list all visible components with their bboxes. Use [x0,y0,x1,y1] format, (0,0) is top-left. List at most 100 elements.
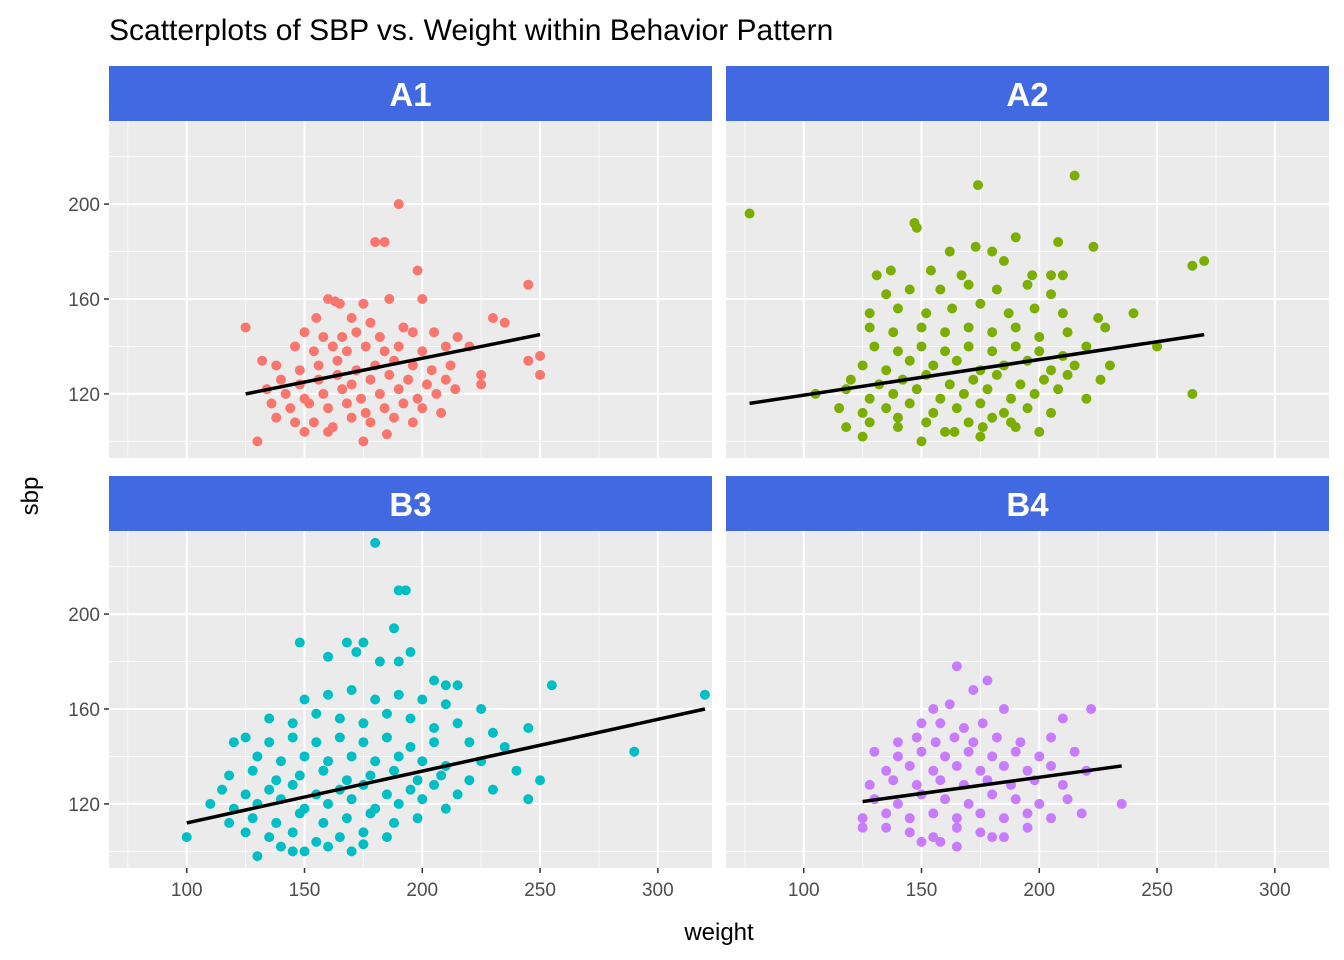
data-point [334,713,345,724]
data-point [916,836,927,847]
data-point [1046,289,1057,300]
data-point [240,789,251,800]
data-point [440,803,451,814]
data-point [987,789,998,800]
data-point [290,341,301,352]
data-point [412,813,423,824]
data-point [275,374,286,385]
data-point [1034,346,1045,357]
data-point [393,798,404,809]
data-point [973,180,984,191]
data-point [977,422,988,433]
data-point [351,327,362,338]
data-point [358,436,369,447]
data-point [1046,760,1057,771]
data-point [963,322,974,333]
data-point [313,360,324,371]
data-point [323,403,334,414]
data-point [275,841,286,852]
data-point [370,237,381,248]
data-point [928,808,939,819]
data-point [252,751,263,762]
data-point [949,426,960,437]
data-point [379,237,390,248]
data-point [1034,331,1045,342]
data-point [398,322,409,333]
data-point [389,623,400,634]
data-point [930,737,941,748]
data-point [464,775,475,786]
data-point [257,355,268,366]
data-point [228,737,239,748]
y-tick-label: 160 [68,700,100,721]
data-point [287,718,298,729]
data-point [346,751,357,762]
data-point [334,298,345,309]
data-point [275,756,286,767]
panel-background [109,121,712,458]
data-point [951,760,962,771]
data-point [224,770,235,781]
data-point [318,331,329,342]
data-point [499,741,510,752]
data-point [487,312,498,323]
data-point [928,360,939,371]
data-point [940,346,951,357]
data-point [440,699,451,710]
data-point [864,417,875,428]
data-point [535,775,546,786]
data-point [264,713,275,724]
data-point [1187,388,1198,399]
data-point [1022,822,1033,833]
data-point [431,388,442,399]
data-point [951,813,962,824]
data-point [264,784,275,795]
data-point [287,732,298,743]
x-tick-label: 100 [171,880,203,901]
data-point [287,846,298,857]
data-point [247,813,258,824]
data-point [436,770,447,781]
data-point [308,346,319,357]
facet-strip [726,66,1329,121]
data-point [417,293,428,304]
data-point [892,737,903,748]
data-point [998,703,1009,714]
data-point [1057,713,1068,724]
data-point [476,703,487,714]
x-tick-label: 200 [1023,880,1055,901]
data-point [935,836,946,847]
data-point [523,279,534,290]
data-point [332,355,343,366]
data-point [1053,237,1064,248]
data-point [476,369,487,380]
data-point [523,722,534,733]
data-point [911,779,922,790]
data-point [217,784,228,795]
data-point [911,222,922,233]
data-point [904,827,915,838]
data-point [1003,308,1014,319]
data-point [487,784,498,795]
data-point [356,393,367,404]
data-point [881,765,892,776]
facet-strip [109,66,712,121]
data-point [452,718,463,729]
facet-strip [109,476,712,531]
data-point [358,839,369,850]
data-point [365,808,376,819]
data-point [892,303,903,314]
data-point [346,794,357,805]
data-point [393,199,404,210]
data-point [417,403,428,414]
data-point [1062,369,1073,380]
data-point [1100,322,1111,333]
data-point [252,436,263,447]
data-point [384,293,395,304]
x-tick-label: 100 [788,880,820,901]
data-point [911,732,922,743]
data-point [240,322,251,333]
data-point [264,832,275,843]
data-point [940,426,951,437]
facet-strip-label: B4 [1006,486,1049,523]
